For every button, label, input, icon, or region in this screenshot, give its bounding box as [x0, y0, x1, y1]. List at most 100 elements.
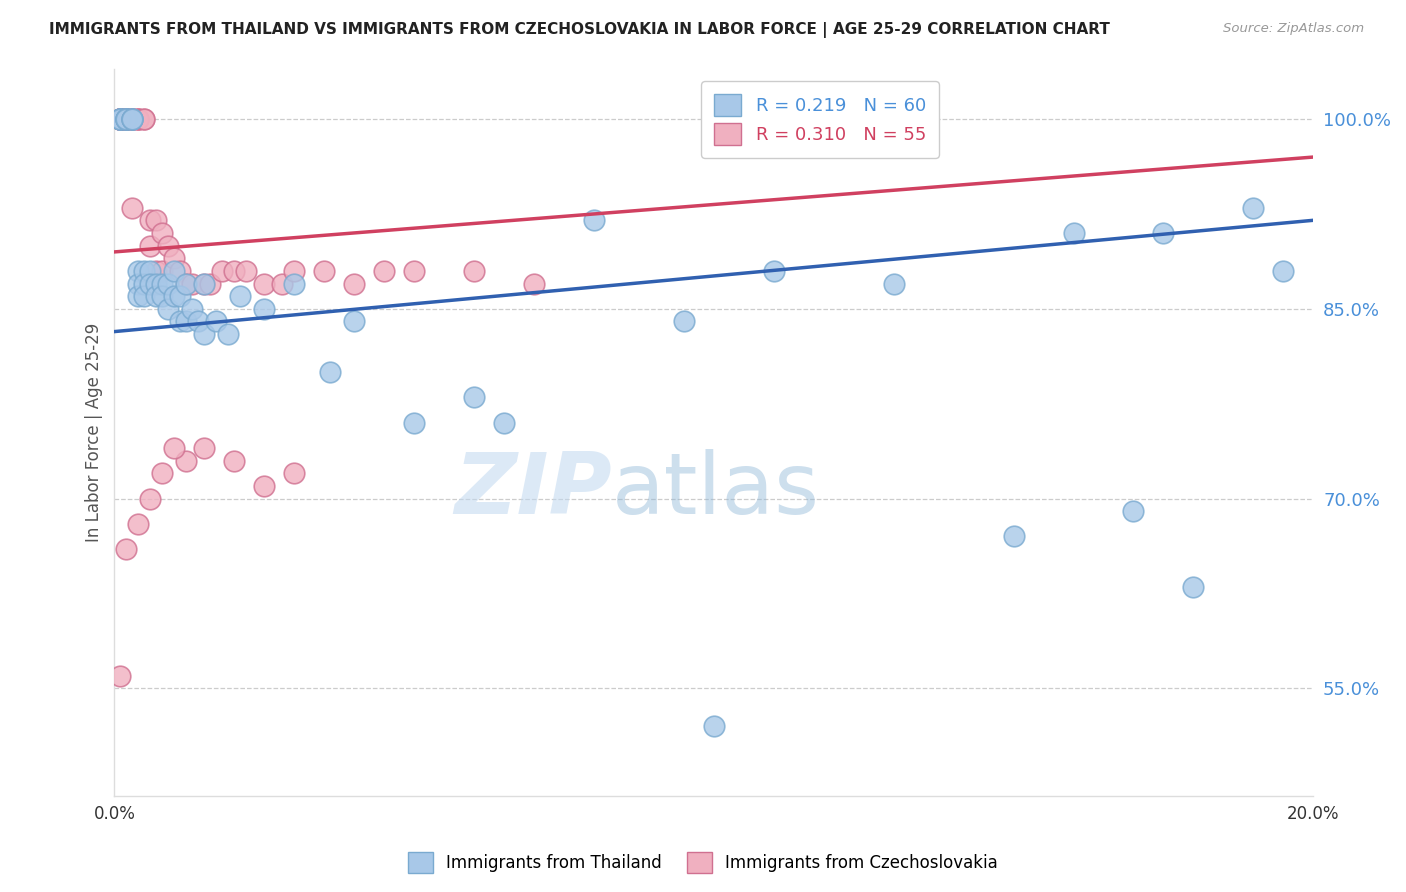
Point [163, 441, 186, 455]
Point [283, 467, 305, 481]
Point [145, 289, 167, 303]
Point [176, 277, 198, 291]
Point [121, 112, 143, 127]
Point [150, 289, 173, 303]
Point [110, 668, 132, 682]
Point [235, 264, 257, 278]
Point [205, 314, 228, 328]
Point [253, 301, 276, 316]
Point [134, 264, 156, 278]
Point [127, 516, 149, 531]
Point [169, 264, 191, 278]
Point [169, 289, 191, 303]
Point [703, 719, 725, 733]
Point [193, 277, 215, 291]
Point [139, 238, 162, 252]
Point [582, 213, 605, 227]
Point [110, 112, 132, 127]
Point [1122, 504, 1144, 518]
Point [150, 264, 173, 278]
Point [110, 112, 132, 127]
Point [253, 479, 276, 493]
Point [343, 277, 366, 291]
Point [110, 112, 132, 127]
Point [115, 112, 138, 127]
Point [110, 112, 132, 127]
Point [115, 112, 138, 127]
Point [145, 277, 167, 291]
Point [157, 238, 180, 252]
Point [115, 112, 138, 127]
Point [139, 213, 162, 227]
Point [139, 264, 162, 278]
Point [762, 264, 785, 278]
Point [193, 327, 215, 342]
Legend: R = 0.219   N = 60, R = 0.310   N = 55: R = 0.219 N = 60, R = 0.310 N = 55 [702, 81, 939, 158]
Point [283, 277, 305, 291]
Point [1272, 264, 1295, 278]
Point [229, 289, 252, 303]
Point [139, 491, 162, 506]
Point [121, 112, 143, 127]
Point [134, 277, 156, 291]
Point [121, 201, 143, 215]
Point [115, 112, 138, 127]
Point [121, 112, 143, 127]
Point [193, 277, 215, 291]
Point [127, 277, 149, 291]
Point [283, 264, 305, 278]
Point [672, 314, 695, 328]
Point [1152, 226, 1174, 240]
Point [200, 277, 222, 291]
Point [110, 112, 132, 127]
Point [224, 264, 246, 278]
Point [127, 289, 149, 303]
Point [115, 112, 138, 127]
Point [110, 112, 132, 127]
Point [463, 390, 485, 404]
Legend: Immigrants from Thailand, Immigrants from Czechoslovakia: Immigrants from Thailand, Immigrants fro… [401, 846, 1005, 880]
Point [110, 112, 132, 127]
Point [115, 112, 138, 127]
Point [150, 226, 173, 240]
Point [134, 112, 156, 127]
Point [217, 327, 239, 342]
Point [145, 213, 167, 227]
Point [404, 264, 426, 278]
Point [110, 112, 132, 127]
Point [121, 112, 143, 127]
Point [121, 112, 143, 127]
Point [115, 542, 138, 557]
Point [121, 112, 143, 127]
Point [181, 301, 204, 316]
Point [121, 112, 143, 127]
Point [271, 277, 294, 291]
Point [110, 112, 132, 127]
Point [127, 112, 149, 127]
Point [134, 112, 156, 127]
Point [134, 289, 156, 303]
Point [181, 277, 204, 291]
Point [157, 277, 180, 291]
Point [373, 264, 395, 278]
Point [1063, 226, 1085, 240]
Point [319, 365, 342, 379]
Point [211, 264, 233, 278]
Point [150, 277, 173, 291]
Point [127, 264, 149, 278]
Point [193, 441, 215, 455]
Text: ZIP: ZIP [454, 449, 612, 532]
Point [163, 252, 186, 266]
Point [163, 289, 186, 303]
Point [187, 314, 209, 328]
Point [1241, 201, 1264, 215]
Point [883, 277, 905, 291]
Point [115, 112, 138, 127]
Point [169, 314, 191, 328]
Point [115, 112, 138, 127]
Point [523, 277, 546, 291]
Point [224, 453, 246, 467]
Point [404, 416, 426, 430]
Point [176, 453, 198, 467]
Point [110, 112, 132, 127]
